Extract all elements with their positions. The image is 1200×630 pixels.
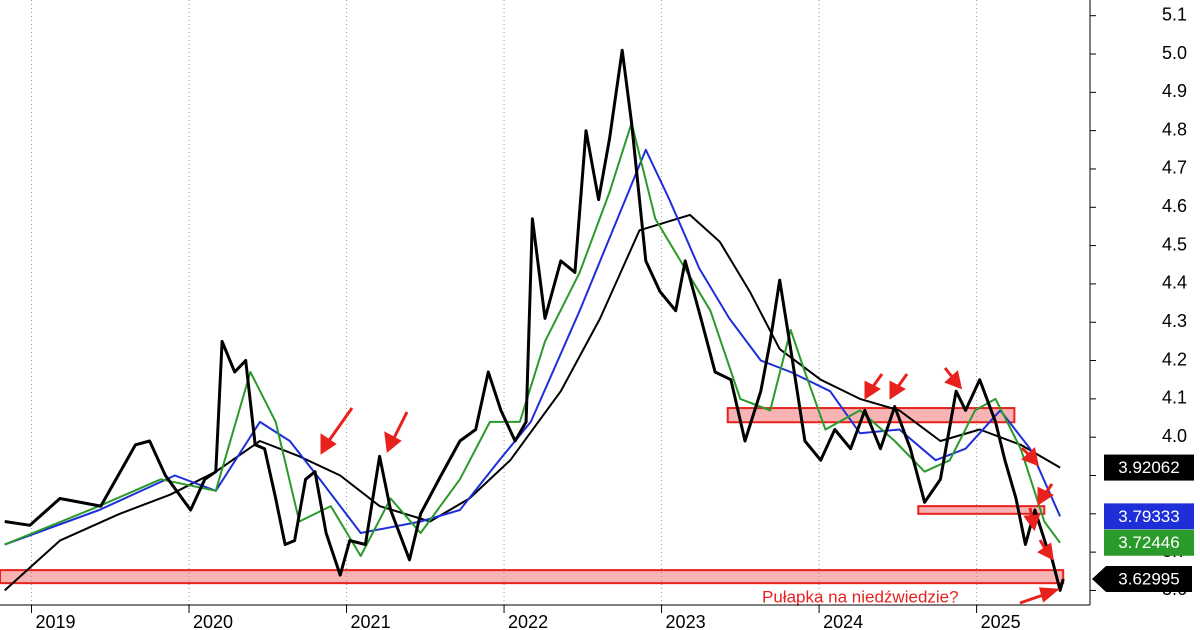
zone [0, 569, 1065, 585]
zone [917, 505, 1046, 515]
value-label: 3.72446 [1118, 533, 1179, 552]
arrow-head [1038, 587, 1060, 603]
x-tick-label: 2021 [351, 612, 391, 630]
series-line [4, 48, 1065, 592]
annotation: Pułapka na niedźwiedzie? [762, 587, 959, 606]
arrow-head [1023, 514, 1041, 532]
value-label-box [1104, 529, 1194, 556]
x-tick-label: 2019 [36, 612, 76, 630]
value-label-box [1092, 565, 1192, 592]
x-tick-label: 2020 [193, 612, 233, 630]
y-tick-label: 4.1 [1162, 388, 1187, 408]
x-tick-label: 2025 [981, 612, 1021, 630]
arrow-head [944, 370, 963, 390]
y-tick-label: 4.4 [1162, 273, 1187, 293]
y-tick-label: 4.5 [1162, 234, 1187, 254]
value-label-box [1104, 503, 1194, 530]
y-tick-label: 5.0 [1162, 43, 1187, 63]
arrow-head [889, 380, 906, 400]
x-tick-label: 2024 [823, 612, 863, 630]
y-tick-label: 4.6 [1162, 196, 1187, 216]
y-tick-label: 4.9 [1162, 81, 1187, 101]
arrow [391, 411, 409, 441]
y-tick-label: 5.1 [1162, 4, 1187, 24]
y-tick-label: 4.2 [1162, 349, 1187, 369]
arrow-head [1037, 486, 1054, 506]
arrow-head [864, 380, 881, 400]
y-tick-label: 4.8 [1162, 119, 1187, 139]
arrow-head [1021, 447, 1040, 467]
value-label-box [1104, 454, 1194, 481]
arrow-head [1037, 542, 1054, 561]
value-label: 3.62995 [1118, 569, 1179, 588]
x-tick-label: 2023 [666, 612, 706, 630]
value-label: 3.79333 [1118, 507, 1179, 526]
arrow-head [320, 433, 337, 455]
grid [31, 0, 978, 605]
value-labels: 3.92062 3.79333 3.72446 3.62995 [1092, 454, 1194, 592]
y-tick-label: 4.3 [1162, 311, 1187, 331]
arrows [320, 367, 1060, 605]
arrow-head [384, 431, 402, 453]
value-label: 3.92062 [1118, 458, 1179, 477]
y-tick-label: 4.7 [1162, 158, 1187, 178]
lines [4, 48, 1065, 592]
x-tick-label: 2022 [508, 612, 548, 630]
series-line [4, 148, 1062, 546]
y-tick-label: 4.0 [1162, 426, 1187, 446]
arrow [326, 407, 354, 443]
